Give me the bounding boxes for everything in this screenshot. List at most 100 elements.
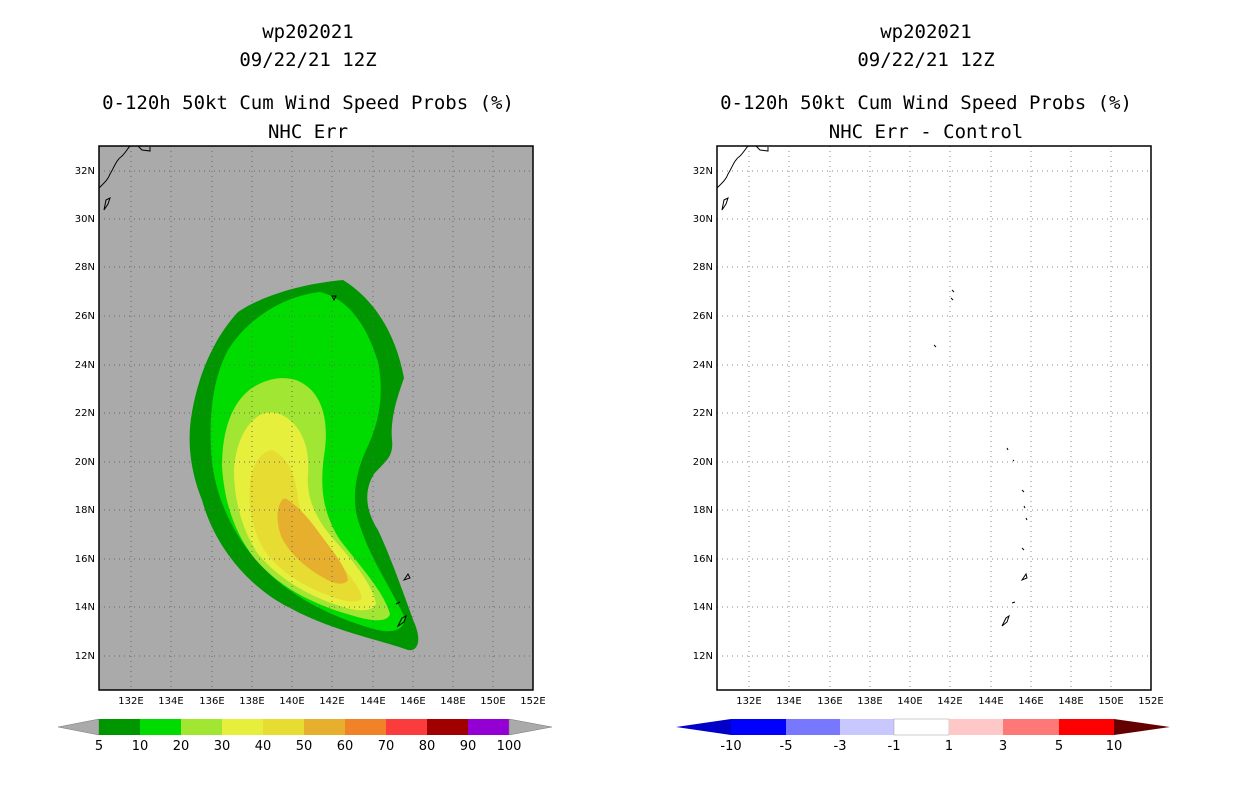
lon-label: 136E: [817, 696, 842, 707]
right-colorbar: -10 -5 -3 -1 1 3 5 10: [676, 718, 1170, 754]
colorbar-label: -10: [720, 739, 741, 754]
left-colorbar: 5 10 20 30 40 50 60 70 80 90 100: [57, 718, 553, 754]
lon-label: 134E: [776, 696, 801, 707]
left-colorbar-box: [140, 719, 181, 735]
right-title-4: NHC Err - Control: [828, 121, 1024, 143]
left-map-border: [98, 145, 534, 691]
lat-label: 16N: [693, 554, 713, 565]
left-colorbar-box: [304, 719, 345, 735]
colorbar-label: 90: [460, 739, 477, 754]
colorbar-label: 3: [999, 739, 1007, 754]
lat-label: 12N: [75, 651, 95, 662]
left-colorbar-box: [222, 719, 263, 735]
lat-label: 30N: [75, 214, 95, 225]
lon-label: 144E: [360, 696, 385, 707]
left-title-4: NHC Err: [267, 121, 349, 143]
lat-label: 14N: [75, 602, 95, 613]
colorbar-label: 40: [255, 739, 272, 754]
colorbar-label: -5: [780, 739, 793, 754]
right-colorbar-under-arrow: [676, 719, 731, 735]
right-colorbar-over-arrow: [1114, 719, 1170, 735]
lon-label: 150E: [1098, 696, 1123, 707]
lon-label: 142E: [319, 696, 344, 707]
lon-label: 138E: [239, 696, 264, 707]
lon-label: 148E: [1058, 696, 1083, 707]
left-colorbar-under-arrow: [57, 718, 100, 736]
right-title-1: wp202021: [880, 21, 972, 43]
right-colorbar-box: [1059, 719, 1114, 735]
right-colorbar-box: [949, 719, 1003, 735]
lon-label: 150E: [480, 696, 505, 707]
left-colorbar-over-arrow: [508, 718, 553, 736]
right-title-3: 0-120h 50kt Cum Wind Speed Probs (%): [720, 92, 1132, 114]
lat-label: 12N: [693, 651, 713, 662]
colorbar-label: 5: [95, 739, 103, 754]
right-colorbar-box: [1003, 719, 1059, 735]
colorbar-label: 1: [945, 739, 953, 754]
lon-label: 146E: [400, 696, 425, 707]
lat-label: 26N: [693, 311, 713, 322]
colorbar-label: 60: [337, 739, 354, 754]
colorbar-label: 80: [419, 739, 436, 754]
lon-label: 146E: [1018, 696, 1043, 707]
colorbar-label: 30: [214, 739, 231, 754]
lat-label: 16N: [75, 554, 95, 565]
left-lat-labels: 32N 30N 28N 26N 24N 22N 20N 18N 16N 14N …: [75, 166, 95, 662]
left-lon-labels: 132E 134E 136E 138E 140E 142E 144E 146E …: [118, 696, 545, 707]
colorbar-label: 50: [296, 739, 313, 754]
lat-label: 18N: [75, 505, 95, 516]
lon-label: 140E: [279, 696, 304, 707]
lat-label: 28N: [693, 262, 713, 273]
contour-50: [277, 498, 348, 584]
lon-label: 138E: [857, 696, 882, 707]
left-title-2: 09/22/21 12Z: [239, 49, 377, 71]
colorbar-label: -3: [834, 739, 847, 754]
right-map-border: [716, 145, 1152, 691]
lat-label: 22N: [693, 408, 713, 419]
lon-label: 132E: [736, 696, 761, 707]
lat-label: 32N: [693, 166, 713, 177]
lon-label: 140E: [897, 696, 922, 707]
lat-label: 20N: [693, 457, 713, 468]
colorbar-label: 20: [173, 739, 190, 754]
lat-label: 14N: [693, 602, 713, 613]
colorbar-label: 10: [132, 739, 149, 754]
lat-label: 24N: [693, 360, 713, 371]
right-map: [716, 145, 1152, 691]
lon-label: 142E: [937, 696, 962, 707]
lat-label: 30N: [693, 214, 713, 225]
colorbar-label: 10: [1106, 739, 1123, 754]
colorbar-label: 100: [497, 739, 522, 754]
lat-label: 24N: [75, 360, 95, 371]
right-map-background: [717, 146, 1151, 690]
lat-label: 26N: [75, 311, 95, 322]
right-coastlines: [717, 146, 1028, 627]
lon-label: 136E: [199, 696, 224, 707]
left-colorbar-box: [181, 719, 222, 735]
left-title-3: 0-120h 50kt Cum Wind Speed Probs (%): [102, 92, 514, 114]
left-colorbar-box: [345, 719, 386, 735]
lon-label: 134E: [158, 696, 183, 707]
lat-label: 22N: [75, 408, 95, 419]
right-colorbar-box: [893, 718, 950, 736]
right-lon-labels: 132E 134E 136E 138E 140E 142E 144E 146E …: [736, 696, 1163, 707]
lon-label: 152E: [520, 696, 545, 707]
lat-label: 18N: [693, 505, 713, 516]
left-colorbar-box: [427, 719, 468, 735]
left-coastlines: [99, 146, 411, 628]
lat-label: 20N: [75, 457, 95, 468]
left-colorbar-box: [99, 719, 140, 735]
right-colorbar-box: [840, 719, 894, 735]
colorbar-label: -1: [888, 739, 901, 754]
lon-label: 132E: [118, 696, 143, 707]
lon-label: 148E: [440, 696, 465, 707]
right-colorbar-box: [786, 719, 840, 735]
colorbar-label: 5: [1055, 739, 1063, 754]
lat-label: 32N: [75, 166, 95, 177]
right-title-2: 09/22/21 12Z: [857, 49, 995, 71]
lon-label: 152E: [1138, 696, 1163, 707]
colorbar-label: 70: [378, 739, 395, 754]
right-gridlines: [717, 146, 1151, 690]
left-map: [98, 145, 534, 691]
